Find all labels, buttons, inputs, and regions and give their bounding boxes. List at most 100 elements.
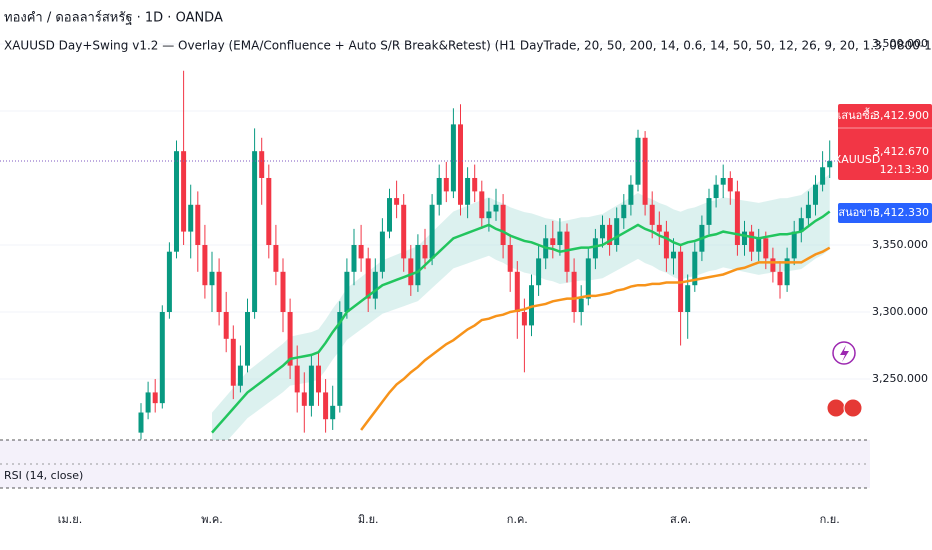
- x-tick-label: มิ.ย.: [358, 513, 379, 526]
- candle-body: [571, 271, 577, 313]
- ask-box: [838, 203, 932, 223]
- candle-body: [663, 231, 669, 259]
- candle-body: [578, 298, 584, 313]
- candle-body: [749, 231, 755, 252]
- candle-body: [252, 151, 258, 313]
- candle-body: [216, 271, 222, 313]
- candle-body: [564, 231, 570, 272]
- candle-body: [316, 365, 321, 393]
- candle-body: [330, 405, 336, 420]
- candle-body: [379, 231, 385, 272]
- candle-body: [266, 177, 272, 245]
- candle-body: [443, 177, 449, 192]
- x-tick-label: ก.ค.: [507, 513, 528, 526]
- ema-line: [211, 210, 831, 434]
- flag-icon[interactable]: [843, 398, 863, 418]
- candle-body: [166, 251, 172, 313]
- candle-body: [436, 177, 442, 205]
- chart-title: ทองคำ / ดอลลาร์สหรัฐ · 1D · OANDA: [4, 10, 223, 26]
- candle-body: [756, 238, 762, 252]
- candle-body: [479, 191, 485, 219]
- symbol: XAUUSD: [834, 153, 881, 166]
- candle-body: [195, 204, 201, 245]
- candle-body: [827, 161, 833, 168]
- candle-body: [628, 184, 634, 205]
- candle-body: [742, 231, 747, 245]
- candle-body: [351, 244, 357, 272]
- bid: 3,412.900: [873, 109, 929, 122]
- indicator-label: XAUUSD Day+Swing v1.2 — Overlay (EMA/Con…: [4, 39, 932, 53]
- candle-body: [706, 198, 712, 225]
- y-tick-label: 3,250.000: [872, 372, 928, 385]
- candle-body: [614, 218, 620, 245]
- candle-body: [777, 271, 783, 286]
- candle-body: [791, 231, 797, 259]
- candle-body: [600, 224, 605, 239]
- candle-body: [465, 177, 471, 205]
- candle-body: [181, 151, 187, 232]
- candle-body: [273, 244, 279, 272]
- candle-body: [280, 271, 286, 313]
- candle-body: [734, 191, 740, 245]
- candle-body: [671, 251, 676, 259]
- candle-body: [209, 271, 215, 286]
- candle-body: [642, 137, 648, 205]
- candle-body: [536, 258, 542, 286]
- candle-body: [429, 204, 435, 259]
- price-labels: เสนอซื้อ 3,412.900 XAUUSD 3,412.670 12:1…: [834, 104, 932, 223]
- ema-line: [360, 246, 831, 431]
- candle-body: [621, 204, 627, 219]
- candle-body: [813, 184, 818, 205]
- band: [212, 174, 830, 440]
- candle-body: [145, 392, 151, 413]
- candle-body: [585, 258, 591, 299]
- candle-body: [415, 244, 421, 286]
- candle-body: [152, 392, 158, 404]
- lightning: [840, 345, 849, 362]
- candle-body: [245, 312, 250, 366]
- last: 3,412.670: [873, 145, 929, 158]
- candle-body: [805, 204, 811, 219]
- candle-body: [401, 204, 407, 259]
- candle-body: [372, 271, 378, 299]
- candle-body: [763, 238, 769, 259]
- ask: 3,412.330: [873, 206, 929, 219]
- y-tick-label: 3,300.000: [872, 305, 928, 318]
- candle-body: [408, 258, 414, 286]
- candle-body: [607, 224, 613, 245]
- x-tick-label: ส.ค.: [670, 513, 691, 526]
- candle-body: [784, 258, 790, 286]
- candle-body: [692, 251, 698, 286]
- candle-body: [365, 258, 371, 299]
- candle-body: [138, 412, 144, 433]
- candle-body: [159, 312, 165, 404]
- candle-body: [394, 198, 400, 205]
- candle-body: [387, 198, 392, 232]
- candle-body: [635, 137, 641, 185]
- y-tick-label: 3,500.000: [872, 37, 928, 50]
- candle-body: [223, 312, 229, 339]
- candle-body: [486, 211, 492, 219]
- candle-body: [685, 285, 691, 313]
- candle-body: [493, 204, 499, 212]
- candle-body: [820, 167, 826, 185]
- candle-body: [472, 177, 478, 192]
- candle-body: [500, 204, 506, 245]
- candle-body: [557, 231, 563, 245]
- candle-body: [649, 204, 655, 225]
- candle-body: [230, 338, 236, 386]
- candle-body: [656, 224, 662, 232]
- ask-label: เสนอขาย: [835, 206, 880, 219]
- candle-body: [358, 244, 364, 259]
- candle-body: [720, 177, 726, 185]
- candle-body: [450, 124, 456, 192]
- price-box: [838, 104, 932, 180]
- candle-body: [592, 238, 598, 259]
- x-tick-label: เม.ย.: [58, 513, 82, 526]
- flag-icon[interactable]: [826, 398, 846, 418]
- candle-body: [344, 271, 350, 313]
- candle-body: [529, 285, 534, 326]
- candle-body: [514, 271, 520, 313]
- candle-body: [174, 151, 179, 252]
